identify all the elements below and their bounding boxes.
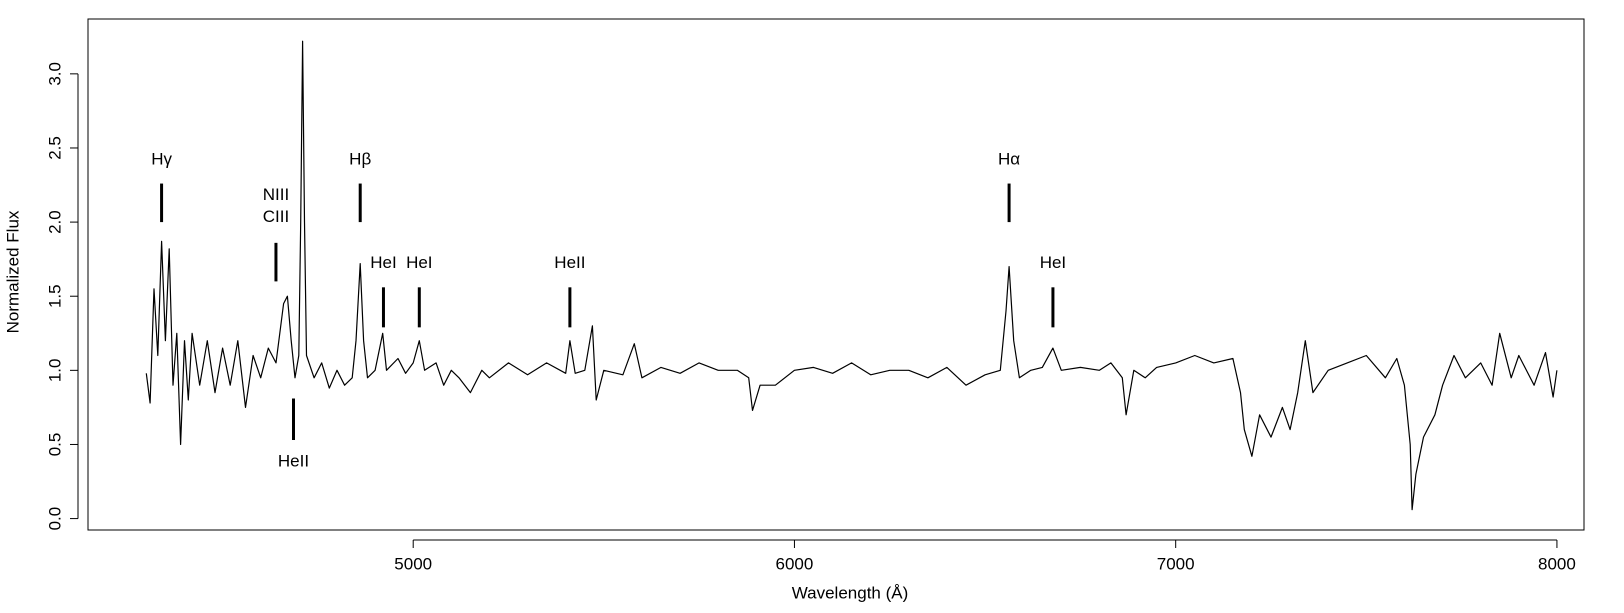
line-label: HeII: [554, 253, 585, 272]
y-tick-label: 1.0: [45, 359, 64, 383]
y-tick-label: 1.5: [45, 284, 64, 308]
y-tick-label: 0.5: [45, 433, 64, 457]
x-tick-label: 8000: [1538, 554, 1576, 573]
line-label: HeI: [1040, 253, 1066, 272]
line-label: NIII: [263, 185, 289, 204]
x-tick-label: 5000: [394, 554, 432, 573]
plot-frame: [87, 18, 1585, 531]
line-label: Hβ: [349, 149, 371, 168]
x-axis-label: Wavelength (Å): [792, 583, 909, 602]
y-axis-label: Normalized Flux: [3, 210, 22, 333]
line-label: Hα: [998, 149, 1020, 168]
line-label: Hγ: [151, 149, 172, 168]
line-label: HeI: [370, 253, 396, 272]
x-tick-label: 7000: [1157, 554, 1195, 573]
line-label: HeI: [406, 253, 432, 272]
y-tick-label: 0.0: [45, 507, 64, 531]
y-tick-label: 2.0: [45, 210, 64, 234]
line-label: HeII: [278, 452, 309, 471]
spectrum-line: [145, 40, 1558, 511]
y-tick-label: 3.0: [45, 62, 64, 86]
y-tick-label: 2.5: [45, 136, 64, 160]
line-label: CIII: [263, 207, 289, 226]
x-tick-label: 6000: [776, 554, 814, 573]
